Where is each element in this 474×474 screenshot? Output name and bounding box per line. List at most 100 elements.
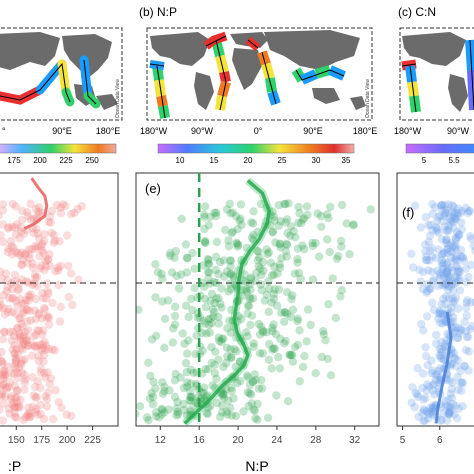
scatter-point xyxy=(34,326,44,335)
scatter-point xyxy=(158,378,167,387)
scatter-point xyxy=(148,400,158,409)
scatter-point xyxy=(0,380,8,389)
scatter-point xyxy=(11,247,20,256)
scatter-point xyxy=(18,356,27,365)
scatter-point xyxy=(239,285,248,294)
scatter-point xyxy=(443,227,452,236)
scatter-point xyxy=(453,209,462,218)
scatter-point xyxy=(447,407,456,417)
scatter-point xyxy=(430,203,440,212)
scatter-point xyxy=(215,257,225,267)
scatter-point xyxy=(456,378,465,387)
scatter-point xyxy=(224,396,233,405)
scatter-point xyxy=(460,361,469,370)
scatter-point xyxy=(428,386,438,395)
scatter-point xyxy=(458,252,467,262)
scatter-point xyxy=(186,405,195,415)
scatter-point xyxy=(24,409,33,418)
scatter-point xyxy=(408,383,417,392)
scatter-point xyxy=(136,409,140,418)
scatter-point xyxy=(303,210,312,220)
scatter-point xyxy=(28,402,37,411)
scatter-point xyxy=(274,221,283,230)
scatter-point xyxy=(268,228,277,237)
scatter-point xyxy=(39,294,48,303)
scatter-point xyxy=(249,207,258,216)
scatter-point xyxy=(462,311,471,320)
scatter-point xyxy=(227,411,236,420)
scatter-point xyxy=(7,294,17,303)
scatter-point xyxy=(0,300,5,310)
scatter-point xyxy=(280,199,289,209)
scatter-point xyxy=(454,323,463,332)
scatter-point xyxy=(223,352,232,361)
scatter-point xyxy=(429,305,439,314)
scatter-point xyxy=(16,313,25,323)
scatter-point xyxy=(416,277,425,286)
scatter-point xyxy=(24,245,33,254)
scatter-point xyxy=(444,281,453,291)
scatter-point xyxy=(444,200,453,209)
scatter-point xyxy=(43,287,52,296)
scatter-point xyxy=(217,391,227,400)
scatter-point xyxy=(1,269,11,278)
scatter-point xyxy=(45,212,55,221)
scatter-points-d xyxy=(0,199,87,425)
scatter-point xyxy=(259,266,268,275)
scatter-point xyxy=(416,223,426,232)
scatter-point xyxy=(21,249,30,258)
scatter-point xyxy=(422,288,431,297)
scatter-point xyxy=(152,408,161,417)
scatter-point xyxy=(254,247,263,256)
scatter-point xyxy=(13,301,22,311)
scatter-point xyxy=(442,226,451,235)
scatter-point xyxy=(442,245,452,254)
scatter-point xyxy=(272,391,281,400)
scatter-point xyxy=(22,336,31,345)
scatter-point xyxy=(15,403,24,412)
scatter-point xyxy=(450,323,459,332)
scatter-point xyxy=(445,408,454,418)
scatter-point xyxy=(39,236,49,246)
scatter-point xyxy=(0,274,7,283)
scatter-point xyxy=(0,374,8,383)
scatter-point xyxy=(41,256,50,266)
scatter-point xyxy=(33,281,42,290)
scatter-point xyxy=(428,381,438,390)
scatter-point xyxy=(204,403,213,412)
scatter-point xyxy=(50,345,59,355)
scatter-point xyxy=(23,317,32,326)
scatter-point xyxy=(452,252,461,262)
scatter-point xyxy=(8,199,17,209)
scatter-point xyxy=(208,381,217,390)
scatter-point xyxy=(336,236,346,246)
scatter-point xyxy=(437,235,446,244)
scatter-point xyxy=(438,261,447,271)
scatter-point xyxy=(27,244,36,254)
panel-label-f: (f) xyxy=(402,205,414,220)
scatter-point xyxy=(23,305,32,314)
scatter-point xyxy=(217,334,227,344)
scatter-point xyxy=(246,320,255,329)
x-tick-label: 5 xyxy=(400,435,406,446)
scatter-point xyxy=(62,231,72,240)
scatter-point xyxy=(444,272,453,281)
scatter-point xyxy=(15,331,25,341)
scatter-point xyxy=(287,351,296,360)
scatter-point xyxy=(55,317,65,326)
scatter-point xyxy=(19,415,28,424)
scatter-point xyxy=(19,337,28,346)
x-tick-label: 225 xyxy=(84,435,101,446)
scatter-point xyxy=(170,320,180,329)
scatter-point xyxy=(454,264,463,274)
scatter-point xyxy=(188,248,197,258)
scatter-point xyxy=(55,237,64,246)
scatter-point xyxy=(435,351,444,360)
scatter-point xyxy=(211,347,220,356)
scatter-point xyxy=(257,270,266,280)
scatter-point xyxy=(249,342,258,351)
scatter-point xyxy=(303,305,313,314)
scatter-point xyxy=(450,242,459,252)
scatter-point xyxy=(436,308,445,317)
scatter-point xyxy=(435,344,444,354)
